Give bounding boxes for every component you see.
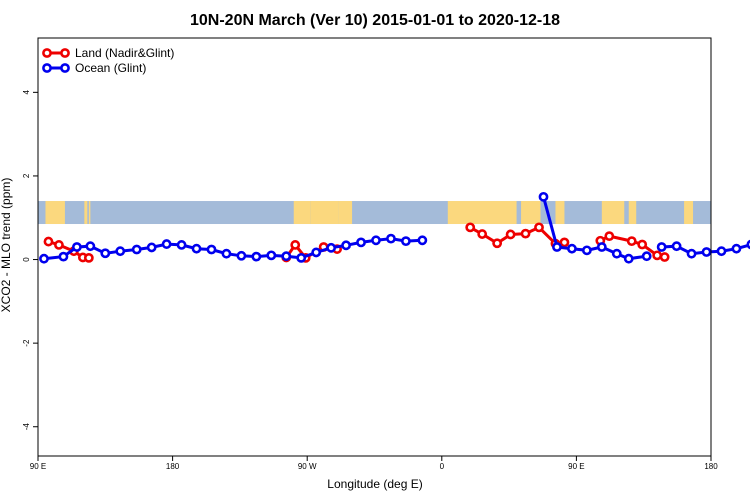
data-point [656,242,667,252]
x-tick-label: 90 E [30,462,46,471]
data-point [611,248,622,259]
data-point [356,237,366,248]
data-point [341,240,351,251]
data-point [85,241,96,252]
land-patch [310,201,339,225]
data-point [161,239,172,249]
data-point [701,247,712,257]
series-layer [39,191,750,264]
data-point [559,237,570,248]
data-point [115,246,126,257]
data-point [371,235,381,246]
legend-marker [42,48,52,58]
ocean-band [38,201,711,225]
x-tick-label: 180 [166,462,180,471]
y-axis-label: XCO2 - MLO trend (ppm) [0,178,13,313]
legend-marker [60,48,70,58]
data-point [206,244,217,255]
y-tick-label: -4 [22,423,31,431]
land-patch [88,201,91,225]
data-point [290,240,301,250]
data-point [236,250,247,261]
land-patch [628,201,637,225]
data-point [637,239,648,250]
data-point [266,250,277,261]
data-point [281,251,292,262]
data-point [176,240,187,250]
data-point [659,252,670,262]
data-point [58,251,69,262]
data-point [671,241,682,252]
x-axis-label: Longitude (deg E) [327,477,422,491]
data-point [296,252,307,263]
data-point [581,245,592,256]
data-point [100,248,111,259]
data-point [146,242,157,253]
data-point [520,228,531,239]
data-point [386,233,396,244]
y-tick-label: 4 [22,90,31,95]
data-point [538,191,549,202]
x-tick-label: 90 W [298,462,317,471]
data-point [746,239,750,250]
data-point [567,243,577,254]
data-point [71,242,82,252]
y-tick-label: 2 [22,173,31,178]
land-patch [521,201,541,225]
data-point [221,248,232,259]
data-point [534,222,544,233]
y-tick-label: 0 [22,257,31,262]
land-patch [601,201,625,225]
data-point [626,236,637,247]
legend-label: Land (Nadir&Glint) [75,46,174,60]
land-patch [555,201,565,225]
data-point [686,248,697,259]
chart-title: 10N-20N March (Ver 10) 2015-01-01 to 202… [190,12,560,29]
data-point [552,242,562,252]
legend-marker [42,63,52,73]
data-point [505,229,516,240]
data-point [401,236,411,247]
data-point [417,235,428,246]
data-point [131,244,142,255]
y-tick-label: -2 [22,339,31,347]
data-point [492,238,503,249]
axes: 90 E 180 90 W 0 90 E 180 -4 -2 0 2 4 [22,90,718,471]
land-patch [293,201,311,225]
legend: Land (Nadir&Glint)Ocean (Glint) [42,46,174,75]
data-point [83,252,94,263]
land-patch [338,201,353,225]
data-point [326,242,337,253]
data-point [54,240,64,250]
land-patch [84,201,88,225]
data-point [477,229,488,239]
data-point [604,231,615,242]
legend-marker [60,63,70,73]
land-ocean-mask-band [38,201,711,225]
land-patch [45,201,65,225]
data-point [596,242,607,252]
land-patch [684,201,694,225]
data-point [716,246,727,257]
data-point [731,243,742,254]
data-point [311,247,322,258]
land-patch [447,201,517,225]
x-tick-label: 180 [704,462,718,471]
legend-label: Ocean (Glint) [75,61,146,75]
x-tick-label: 0 [440,462,445,471]
data-point [652,250,663,261]
data-point [39,253,49,264]
data-point [191,243,202,254]
x-tick-label: 90 E [568,462,584,471]
series-1 [39,191,750,264]
data-point [623,253,634,264]
data-point [641,251,652,262]
data-point [43,236,54,247]
data-point [251,251,262,262]
plot-frame [37,37,712,457]
data-point [465,222,476,233]
